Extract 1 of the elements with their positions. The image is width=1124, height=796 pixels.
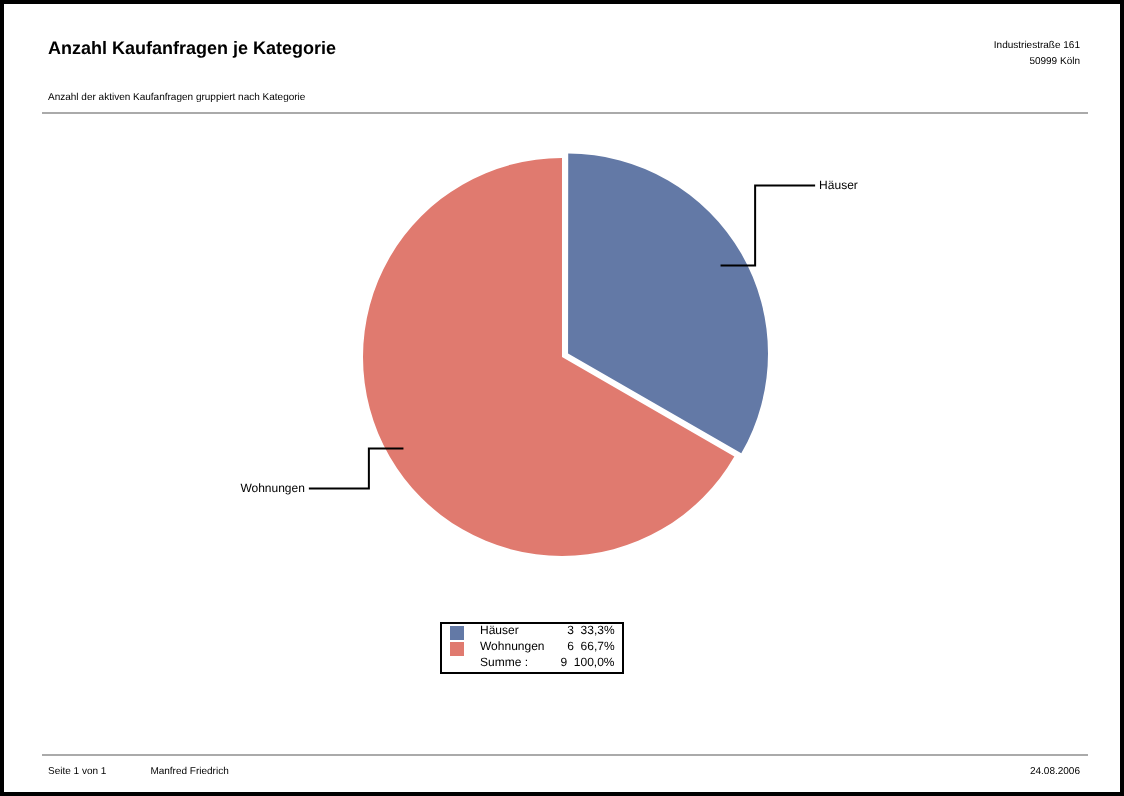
chart-title: Anzahl Kaufanfragen je Kategorie	[48, 38, 337, 58]
